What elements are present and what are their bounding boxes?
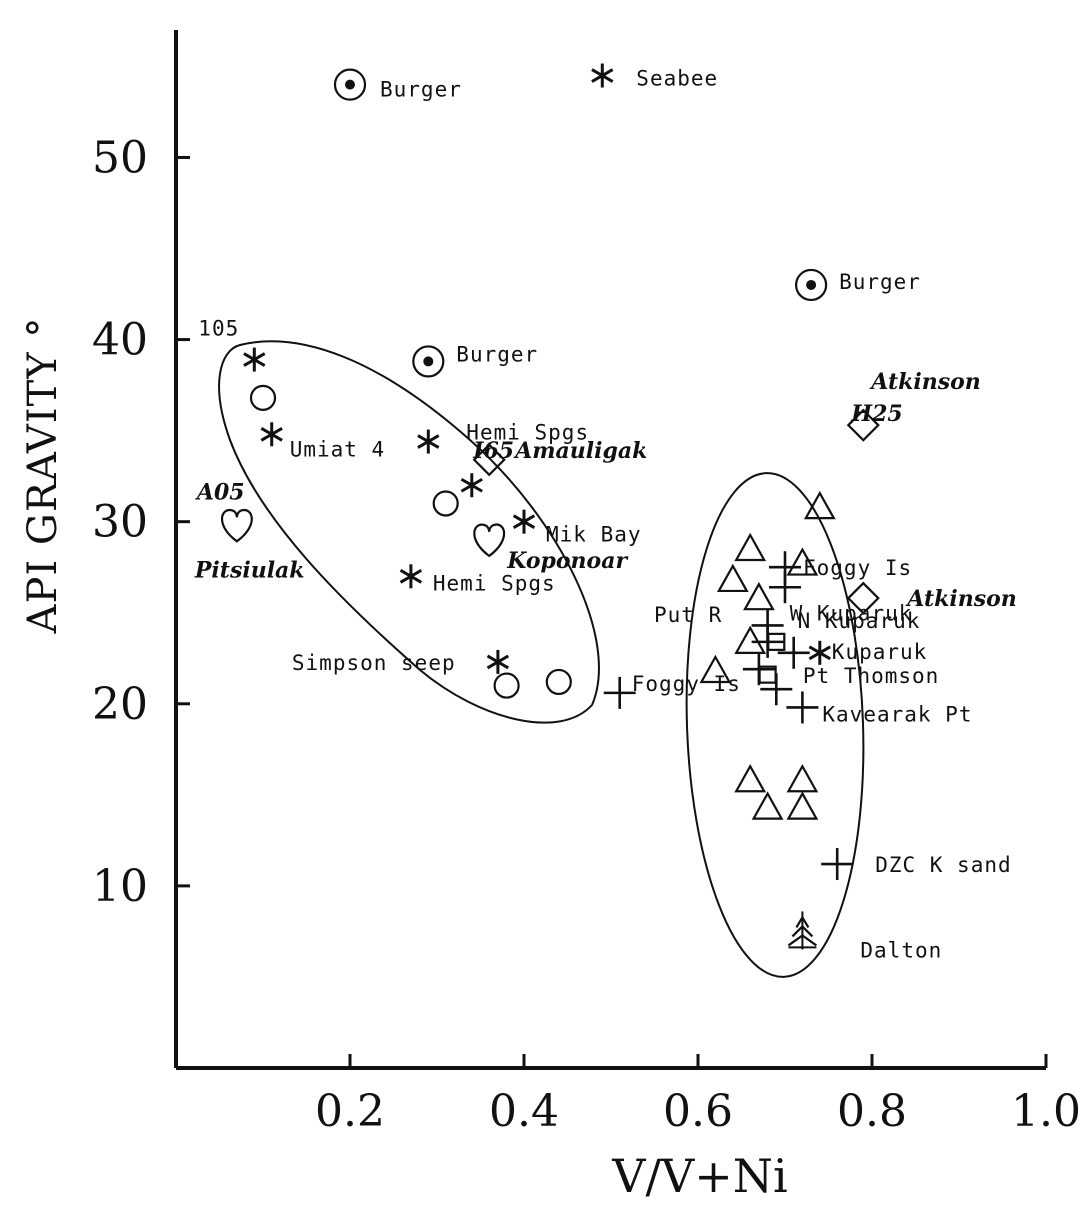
circle-dot-marker xyxy=(333,68,367,101)
asterisk-marker xyxy=(417,429,440,454)
point-label: Burger xyxy=(380,78,462,102)
diamond-marker xyxy=(846,581,880,615)
triangle-marker xyxy=(734,625,767,654)
point-label: Foggy Is xyxy=(803,556,912,580)
diamond-marker xyxy=(846,408,880,442)
point-label: Umiat 4 xyxy=(290,437,386,461)
point-label-secondary: Pitsiulak xyxy=(194,557,305,583)
point-label: DZC K sand xyxy=(875,853,1011,877)
open-circle-marker xyxy=(249,384,277,411)
open-square-marker xyxy=(767,632,786,651)
asterisk-marker xyxy=(512,509,536,534)
triangle-marker xyxy=(699,654,732,684)
x-tick-label: 0.4 xyxy=(489,1086,559,1137)
point-label: Simpson seep xyxy=(292,651,456,675)
point-label: Burger xyxy=(456,342,538,366)
point-label: Kuparuk xyxy=(832,640,928,664)
point-labels: 105 Umiat 4 Hemi Spgs Mik Bay Hemi Spgs Simps… xyxy=(194,67,1017,963)
open-circle-marker xyxy=(545,668,572,696)
point-label: Atkinson xyxy=(905,586,1017,612)
triangle-marker xyxy=(786,791,819,820)
triangle-marker xyxy=(786,547,819,576)
point-label-secondary: H25 xyxy=(850,401,902,427)
x-axis-title: V/V+Ni xyxy=(611,1149,787,1203)
asterisk-marker xyxy=(460,473,483,498)
point-label: I65 xyxy=(472,438,514,464)
y-axis-title: API GRAVITY ° xyxy=(20,317,66,635)
point-label: Hemi Spgs xyxy=(466,421,589,445)
left-cluster-ellipse xyxy=(218,340,600,724)
x-tick-label: 0.6 xyxy=(663,1086,733,1137)
asterisk-marker xyxy=(591,63,614,88)
asterisk-marker xyxy=(260,422,283,447)
point-label: Atkinson xyxy=(869,369,981,395)
heart-marker xyxy=(473,523,506,558)
asterisk-marker xyxy=(399,564,423,589)
point-label: Mik Bay xyxy=(546,523,642,547)
plus-marker xyxy=(769,571,801,604)
triangle-marker xyxy=(786,764,819,793)
point-label: Kavearak Pt xyxy=(822,702,972,726)
x-tick-label: 0.2 xyxy=(315,1086,385,1137)
point-label: Hemi Spgs xyxy=(433,571,556,595)
x-tick-label: 0.8 xyxy=(837,1086,907,1137)
plus-marker xyxy=(786,691,819,724)
asterisk-marker xyxy=(486,649,510,674)
triangle-marker xyxy=(734,764,767,793)
y-tick-label: 40 xyxy=(92,315,148,366)
circle-dot-marker xyxy=(412,345,445,378)
point-label: N Kuparuk xyxy=(798,609,921,633)
triangle-marker xyxy=(803,490,836,520)
y-tick-label: 10 xyxy=(92,861,148,912)
triangle-marker xyxy=(716,563,749,593)
extra-label-put-r: Put R xyxy=(654,603,722,627)
triangle-marker xyxy=(751,791,784,820)
ticks: 0.2 0.4 0.6 0.8 1.0 10 20 30 40 50 xyxy=(92,132,1081,1137)
triangle-marker xyxy=(743,581,775,611)
y-tick-label: 20 xyxy=(92,679,148,730)
open-circle-marker xyxy=(493,672,520,699)
point-label: A05 xyxy=(195,479,245,505)
cluster-enclosures xyxy=(218,340,865,978)
open-square-marker xyxy=(758,665,777,684)
point-label: Koponoar xyxy=(506,548,628,574)
point-label: W Kuparuk xyxy=(790,601,913,625)
point-label: Seabee xyxy=(636,67,718,91)
data-marks xyxy=(220,63,880,950)
diamond-marker xyxy=(472,443,506,477)
y-tick-label: 50 xyxy=(92,132,148,183)
y-tick-label: 30 xyxy=(92,497,148,548)
axes xyxy=(174,30,1046,1070)
point-label-secondary: Amauligak xyxy=(513,438,647,464)
plus-marker xyxy=(777,636,810,669)
plus-marker xyxy=(821,848,854,881)
point-label: Dalton xyxy=(860,938,942,962)
heart-marker xyxy=(220,509,253,543)
open-circle-marker xyxy=(432,490,459,517)
asterisk-marker xyxy=(808,640,831,665)
plus-marker xyxy=(603,676,636,709)
point-label: Pt Thomson xyxy=(803,664,939,688)
right-cluster-ellipse xyxy=(685,472,865,978)
x-tick-label: 1.0 xyxy=(1011,1086,1081,1137)
tree-marker xyxy=(787,911,818,950)
point-label: Foggy Is xyxy=(632,672,741,696)
circle-dot-marker xyxy=(794,268,828,302)
asterisk-marker xyxy=(243,347,266,372)
point-label: Burger xyxy=(839,270,921,294)
point-label: 105 xyxy=(198,317,239,341)
triangle-marker xyxy=(734,532,767,562)
